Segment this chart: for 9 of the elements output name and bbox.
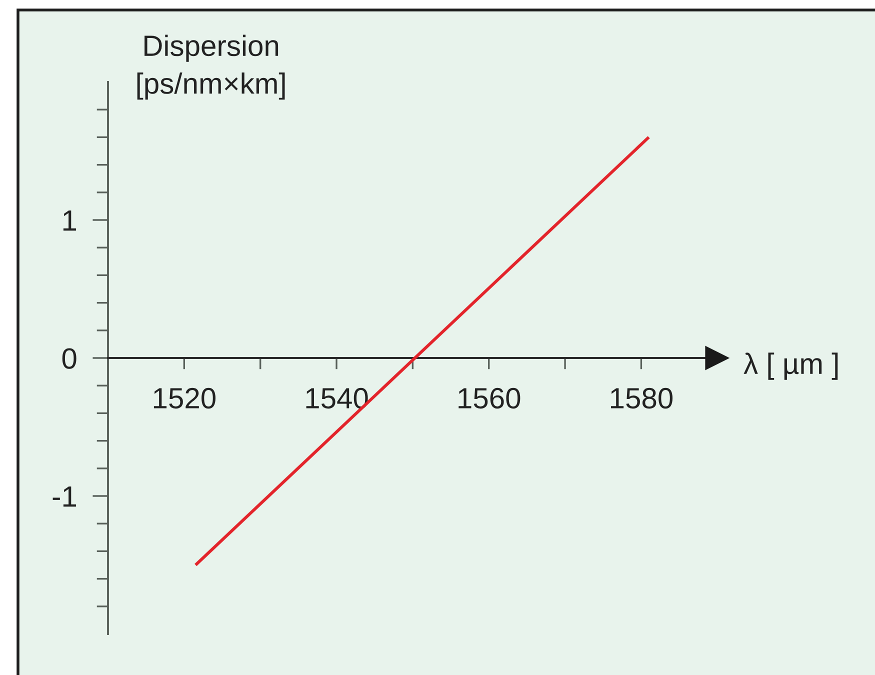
x-tick-label: 1540 [306,388,368,409]
y-tick-label: 0 [62,348,76,369]
x-tick-label: 1560 [458,388,520,409]
x-axis-title: λ [ µm ] [744,352,838,380]
y-axis-title: Dispersion [ps/nm×km] [137,34,285,100]
x-tick-label: 1580 [610,388,673,409]
y-tick-label: 1 [63,210,76,231]
x-tick-label: 1520 [154,388,216,409]
y-tick-label: -1 [52,486,76,507]
